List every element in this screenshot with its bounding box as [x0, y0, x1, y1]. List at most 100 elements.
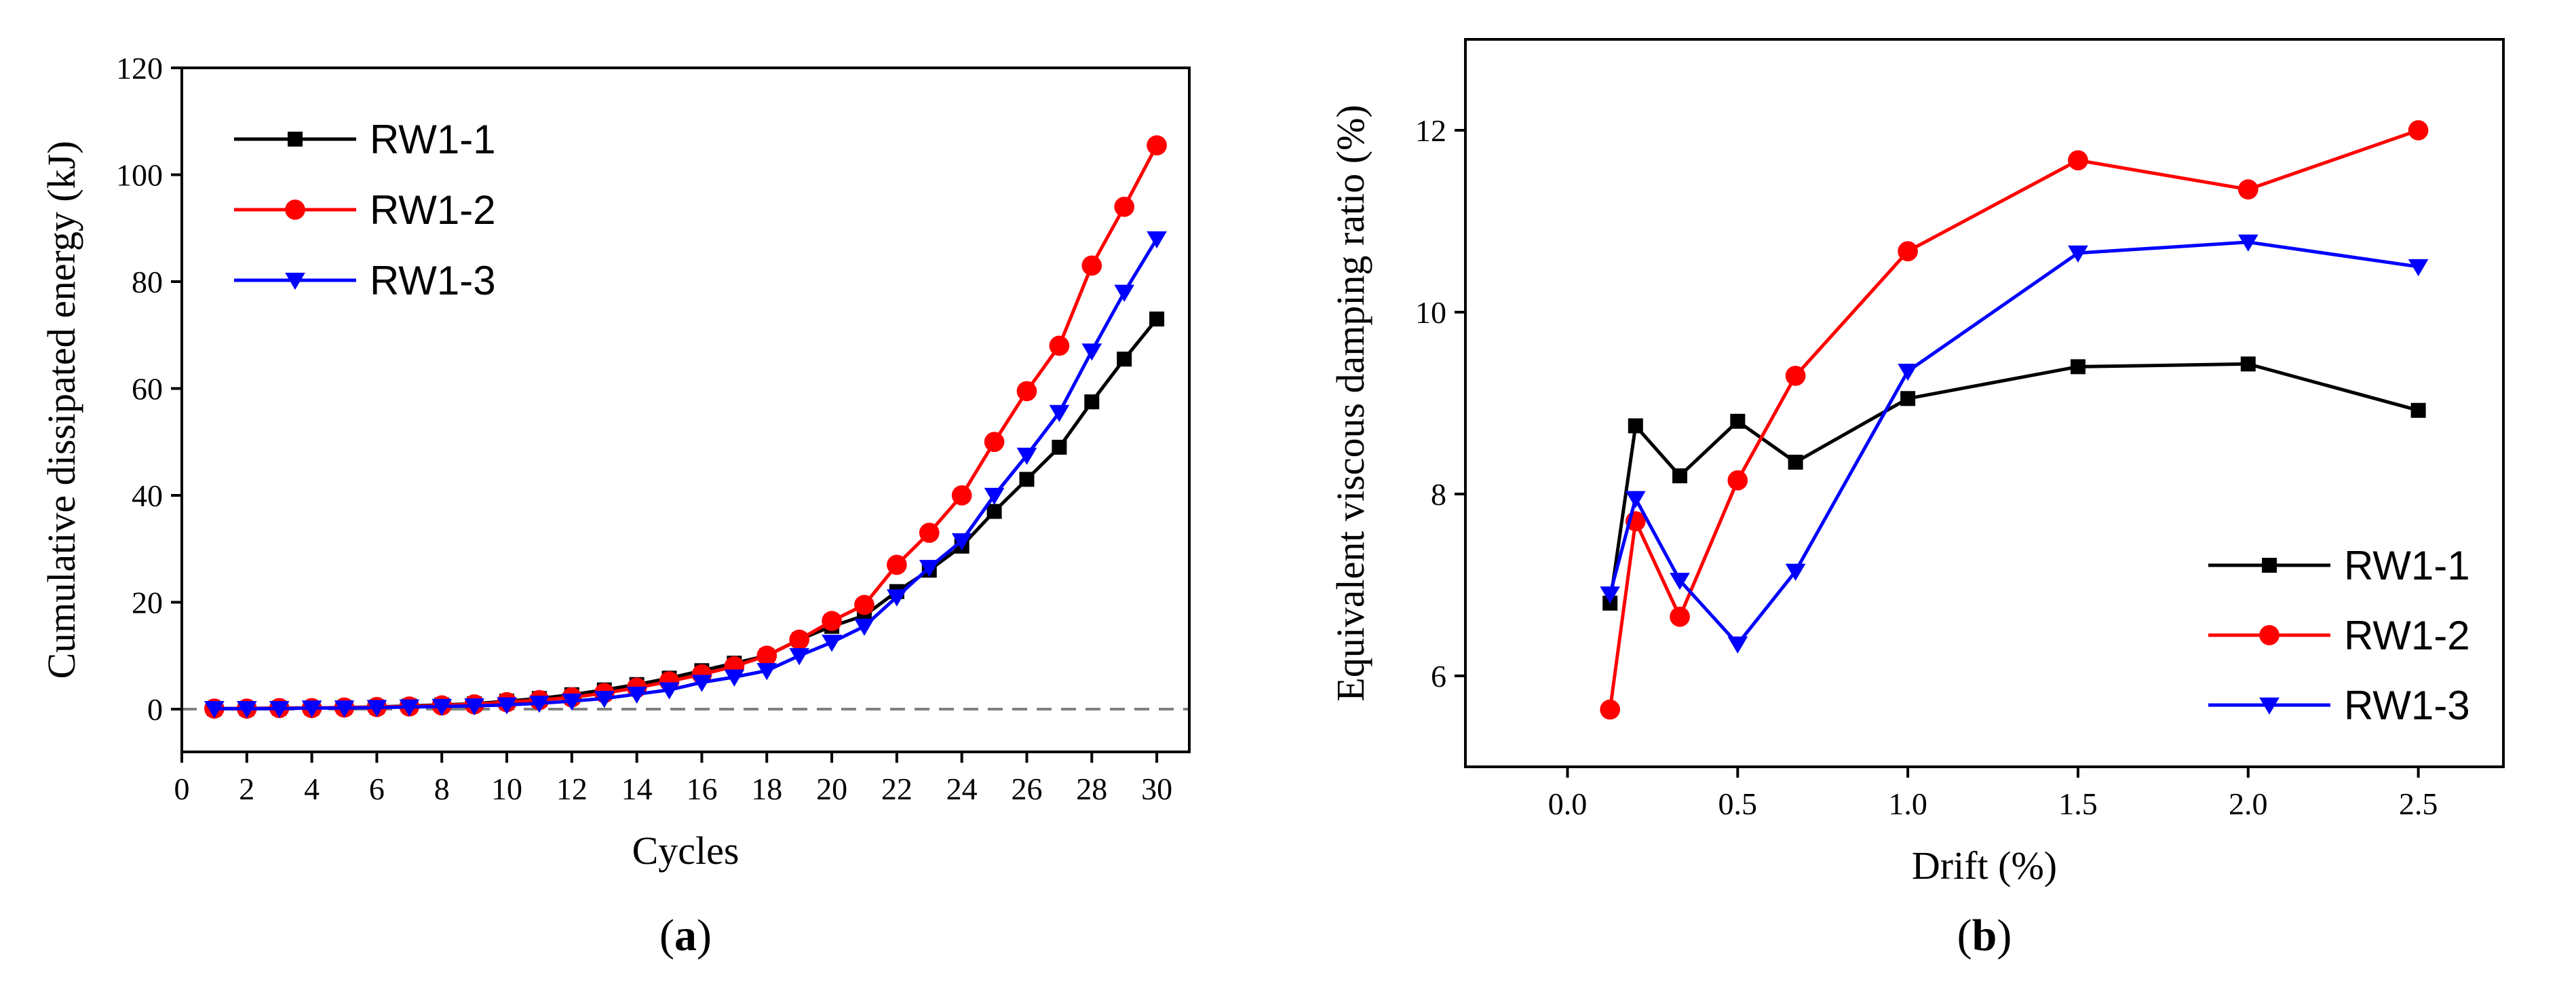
data-point-rw1-1-25 [986, 504, 1002, 519]
legend-label: RW1-2 [2344, 613, 2470, 658]
y-tick-label: 40 [132, 478, 163, 513]
data-point-rw1-2-23 [919, 523, 940, 543]
x-tick-label: 26 [1011, 772, 1042, 806]
data-point-rw1-2-6 [1898, 241, 1918, 262]
panel-label-open: ( [659, 911, 674, 960]
data-point-rw1-2-25 [984, 432, 1005, 453]
data-point-rw1-1-30 [1149, 311, 1165, 327]
legend-marker [285, 272, 305, 290]
data-point-rw1-2-5 [1785, 365, 1806, 386]
data-point-rw1-3-25 [984, 487, 1005, 506]
y-axis-title: Equivalent viscous damping ratio (%) [1328, 105, 1372, 701]
x-axis-title: Cycles [632, 829, 739, 873]
legend-label: RW1-3 [2344, 683, 2470, 728]
y-tick-label: 20 [132, 586, 163, 620]
y-tick-label: 12 [1415, 113, 1446, 148]
panel-a-chart: 0 2 4 6 8 10 12 14 16 18 20 22 24 26 28 300204060801001… [39, 51, 1191, 960]
legend-item-rw1-3: RW1-3 [234, 258, 496, 303]
y-axis-title: Cumulative dissipated energy (kJ) [39, 140, 83, 679]
panel-label-close: ) [1997, 911, 2012, 960]
x-tick-label: 16 [686, 772, 717, 806]
data-point-rw1-3-5 [1785, 563, 1806, 582]
x-tick-label: 14 [621, 772, 653, 806]
data-point-rw1-3-19 [789, 648, 810, 666]
data-point-rw1-3-7 [2068, 245, 2088, 263]
data-point-rw1-3-9 [464, 698, 484, 716]
panel-label-close: ) [697, 911, 712, 960]
plot-frame [180, 67, 1191, 753]
data-point-rw1-1-27 [1052, 440, 1067, 455]
y-tick-label: 10 [1415, 295, 1446, 330]
data-point-rw1-2-26 [1016, 381, 1037, 402]
x-tick-label: 18 [751, 772, 782, 806]
data-point-rw1-3-29 [1114, 284, 1135, 302]
data-point-rw1-3-9 [2408, 259, 2429, 277]
panel-label-letter: b [1972, 911, 1997, 960]
data-point-rw1-3-17 [724, 669, 745, 687]
data-point-rw1-2-7 [2068, 150, 2088, 171]
x-tick-label: 10 [491, 772, 522, 806]
legend-marker [288, 132, 303, 147]
y-tick-label: 80 [132, 265, 163, 299]
data-point-rw1-1-29 [1117, 352, 1132, 367]
data-point-rw1-2-1 [1600, 699, 1621, 720]
data-point-rw1-3-27 [1049, 404, 1070, 423]
data-point-rw1-3-23 [919, 560, 940, 577]
data-point-rw1-2-19 [789, 629, 810, 650]
data-point-rw1-1-3 [1672, 468, 1688, 484]
x-tick-label: 20 [816, 772, 847, 806]
y-tick-label: 0 [147, 692, 163, 727]
legend-label: RW1-1 [2344, 543, 2470, 588]
data-point-rw1-3-16 [691, 675, 712, 692]
legend-item-rw1-2: RW1-2 [2208, 613, 2470, 658]
legend-marker [2262, 558, 2277, 573]
data-point-rw1-3-20 [822, 634, 842, 652]
data-point-rw1-3-1 [204, 701, 225, 719]
data-point-rw1-3-18 [756, 663, 777, 681]
y-tick-label: 120 [116, 51, 163, 86]
data-point-rw1-3-5 [334, 700, 355, 718]
series-line-rw1-2 [214, 145, 1159, 710]
data-point-rw1-2-18 [756, 645, 777, 666]
data-point-rw1-2-27 [1049, 335, 1070, 356]
legend-item-rw1-1: RW1-1 [234, 117, 496, 162]
panel-label: (a) [659, 911, 712, 960]
data-point-rw1-2-20 [822, 611, 842, 631]
data-point-rw1-1-6 [1900, 391, 1916, 406]
x-tick-label: 24 [946, 772, 978, 806]
x-tick-label: 22 [881, 772, 912, 806]
data-point-rw1-1-4 [1730, 413, 1746, 429]
x-tick-label: 2.0 [2229, 786, 2268, 821]
x-tick-label: 6 [369, 772, 385, 806]
legend-marker [285, 200, 305, 220]
data-point-rw1-3-22 [887, 589, 907, 607]
data-point-rw1-3-11 [529, 696, 550, 713]
data-point-rw1-3-12 [561, 694, 582, 711]
legend-marker [2259, 625, 2280, 645]
data-point-rw1-3-8 [2237, 234, 2258, 252]
data-point-rw1-2-28 [1081, 255, 1102, 276]
x-tick-label: 8 [434, 772, 450, 806]
series-line-rw1-1 [214, 318, 1159, 710]
data-point-rw1-3-6 [366, 700, 387, 717]
data-point-rw1-3-2 [1625, 491, 1646, 508]
x-tick-label: 2 [239, 772, 254, 806]
data-point-rw1-3-4 [301, 700, 322, 718]
y-tick-label: 60 [132, 372, 163, 406]
data-point-rw1-2-22 [887, 554, 907, 575]
x-tick-label: 12 [556, 772, 588, 806]
x-tick-label: 28 [1076, 772, 1107, 806]
data-point-rw1-3-14 [626, 686, 647, 704]
y-tick-label: 8 [1431, 477, 1446, 512]
data-point-rw1-3-10 [497, 697, 517, 715]
data-point-rw1-3-13 [594, 691, 615, 708]
data-point-rw1-1-5 [1788, 455, 1803, 470]
legend-label: RW1-2 [370, 187, 496, 233]
panel-label-open: ( [1957, 911, 1972, 960]
data-point-rw1-3-7 [399, 699, 420, 717]
data-point-rw1-3-24 [951, 533, 972, 551]
data-point-rw1-1-7 [2070, 359, 2085, 375]
y-tick-label: 6 [1431, 659, 1446, 694]
legend-label: RW1-1 [370, 117, 496, 162]
